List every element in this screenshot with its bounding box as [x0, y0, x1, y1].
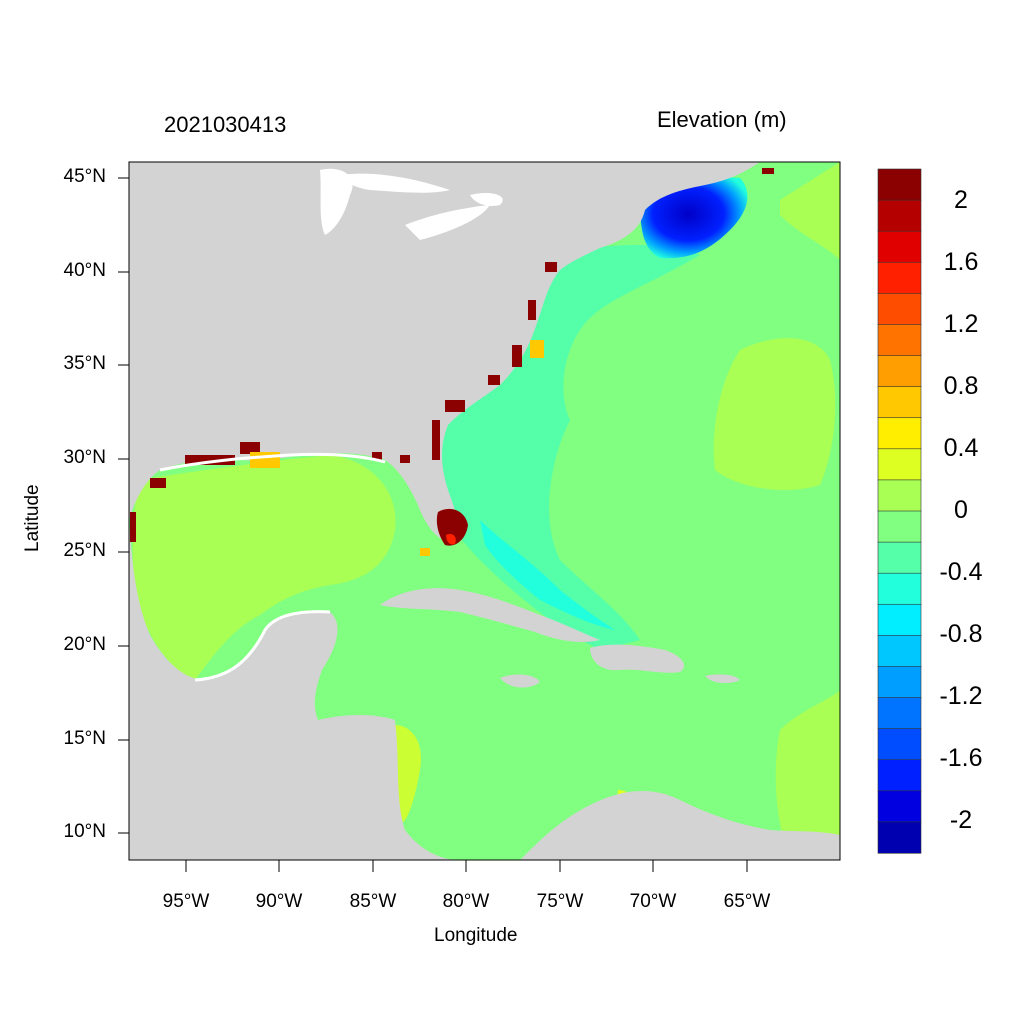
colorbar-label: 0	[954, 496, 968, 524]
colorbar-swatch	[877, 324, 922, 357]
y-tick-label: 40°N	[63, 260, 106, 281]
x-tick-label: 70°W	[629, 891, 677, 912]
x-axis-label: Longitude	[434, 925, 518, 946]
colorbar-swatch	[877, 572, 922, 605]
colorbar-label: 1.2	[943, 310, 979, 338]
colorbar-swatch	[877, 168, 922, 201]
colorbar-label: 2	[954, 186, 968, 214]
atlantic-positive-patch	[713, 338, 836, 490]
tick-marks	[118, 177, 748, 872]
x-tick-label: 90°W	[255, 891, 303, 912]
colorbar-swatch	[877, 293, 922, 326]
central-america-positive	[392, 725, 421, 822]
colorbar-label: 0.4	[943, 434, 979, 462]
colorbar	[877, 168, 922, 854]
colorbar-swatch	[877, 541, 922, 574]
colorbar-swatch	[877, 635, 922, 668]
florida-surge	[436, 508, 468, 546]
colorbar-labels: 2 1.6 1.2 0.8 0.4 0 -0.4 -0.8 -1.2 -1.6 …	[910, 0, 1012, 1024]
colorbar-label: 1.6	[943, 248, 979, 276]
mexico-coast-line	[194, 610, 331, 682]
land	[129, 162, 840, 860]
colorbar-label: -1.2	[939, 682, 983, 710]
colorbar-swatch	[877, 603, 922, 636]
x-tick-label: 80°W	[442, 891, 490, 912]
x-tick-label: 75°W	[536, 891, 584, 912]
y-tick-label: 35°N	[63, 353, 106, 374]
florida-surge-core	[446, 534, 456, 545]
gulf-positive-region	[132, 455, 396, 680]
colorbar-swatch	[877, 386, 922, 419]
mexico-land	[129, 520, 338, 720]
colorbar-swatch	[877, 479, 922, 512]
y-tick-label: 10°N	[63, 821, 106, 842]
jamaica-land	[500, 674, 540, 688]
x-tick-label: 65°W	[723, 891, 771, 912]
colorbar-swatch	[877, 821, 922, 854]
colorbar-swatch	[877, 417, 922, 450]
shelf-negative-region	[407, 245, 700, 650]
colorbar-swatch	[877, 790, 922, 823]
colorbar-label: -1.6	[939, 744, 983, 772]
gulf-coast-line	[159, 452, 386, 472]
colorbar-swatch	[877, 355, 922, 388]
colorbar-swatch	[877, 510, 922, 543]
colorbar-swatch	[877, 666, 922, 699]
x-tick-label: 95°W	[162, 891, 210, 912]
north-america-land	[129, 162, 760, 541]
y-axis-label: Latitude	[22, 484, 43, 552]
puerto-rico-land	[705, 674, 740, 684]
colorbar-label: 0.8	[943, 372, 979, 400]
south-america-land	[520, 790, 840, 860]
colorbar-swatch	[877, 697, 922, 730]
southeast-positive-patch	[775, 690, 840, 860]
colorbar-label: -0.8	[939, 620, 983, 648]
northeast-positive-patch	[780, 162, 840, 260]
colorbar-swatch	[877, 230, 922, 263]
y-tick-label: 25°N	[63, 540, 106, 561]
y-tick-label: 20°N	[63, 634, 106, 655]
colorbar-swatch	[877, 261, 922, 294]
map-area	[129, 162, 840, 860]
plot-frame	[128, 161, 841, 861]
timestamp-title: 2021030413	[164, 112, 287, 137]
y-tick-label: 45°N	[63, 166, 106, 187]
colorbar-label: -0.4	[939, 558, 983, 586]
great-lakes	[320, 168, 503, 240]
colorbar-swatch	[877, 448, 922, 481]
central-america-land	[129, 715, 460, 860]
colorbar-swatch	[877, 759, 922, 792]
coastal-surge-dots	[130, 168, 774, 542]
colorbar-label: -2	[949, 806, 973, 834]
y-tick-label: 15°N	[63, 728, 106, 749]
x-tick-label: 85°W	[349, 891, 397, 912]
colorbar-swatch	[877, 199, 922, 232]
setdown-low-region	[640, 177, 748, 259]
y-tick-label: 30°N	[63, 447, 106, 468]
variable-title: Elevation (m)	[657, 107, 787, 132]
cuba-land	[380, 588, 600, 643]
hispaniola-land	[590, 644, 685, 673]
